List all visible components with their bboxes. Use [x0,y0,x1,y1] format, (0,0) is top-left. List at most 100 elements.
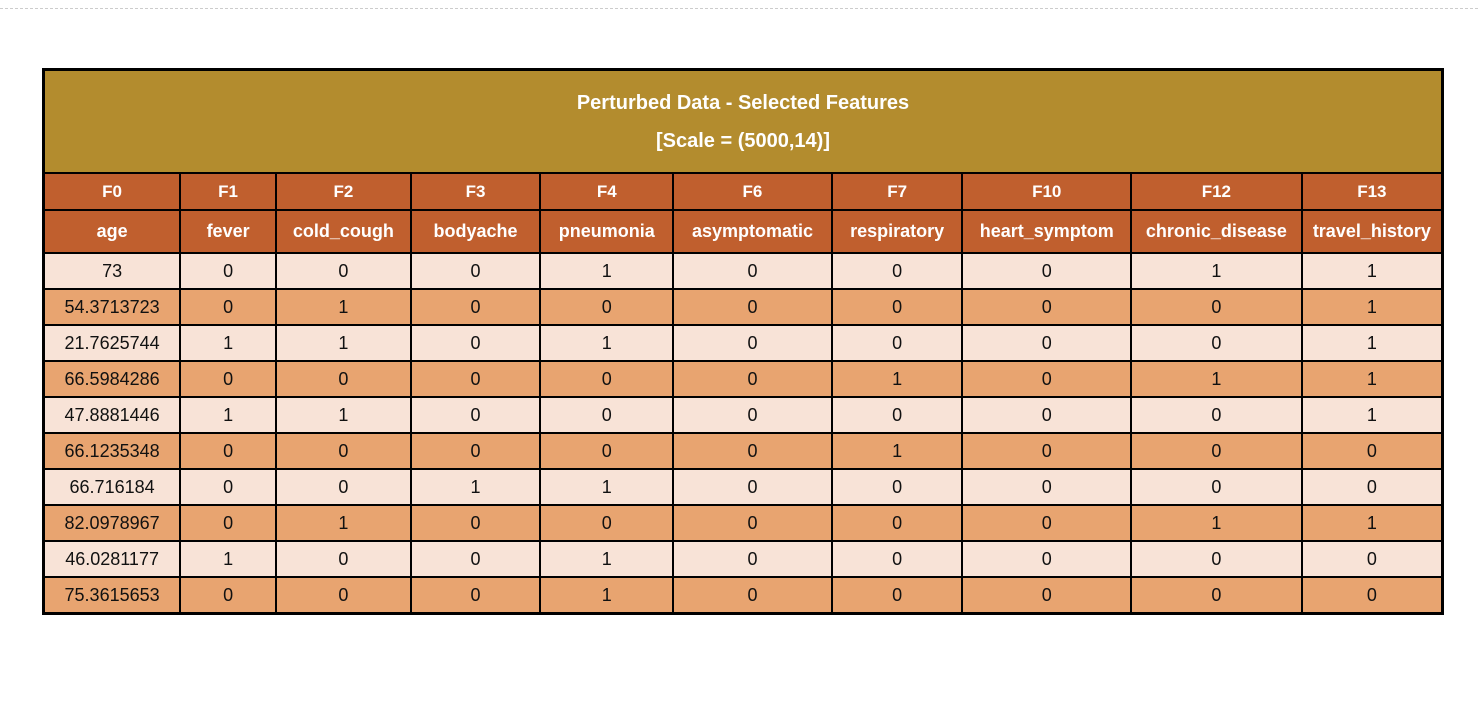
table-row: 21.7625744 1 1 0 1 0 0 0 0 1 [42,324,1444,362]
table-cell: 0 [539,504,675,542]
feature-id-cell: F2 [275,172,412,211]
table-cell: 0 [409,576,542,615]
table-cell: 66.5984286 [42,360,182,398]
table-cell: 0 [961,576,1133,615]
table-cell: 1 [409,468,542,506]
table-cell: 0 [961,252,1133,290]
table-cell: 0 [275,252,412,290]
perturbed-data-table: Perturbed Data - Selected Features [Scal… [42,68,1444,615]
feature-name-cell: chronic_disease [1130,209,1303,254]
table-cell: 75.3615653 [42,576,182,615]
table-row: 54.3713723 0 1 0 0 0 0 0 0 1 [42,288,1444,326]
table-cell: 0 [672,576,833,615]
table-cell: 0 [539,360,675,398]
table-cell: 1 [1300,396,1444,434]
feature-id-cell: F6 [672,172,833,211]
feature-id-cell: F0 [42,172,182,211]
table-cell: 0 [409,324,542,362]
table-cell: 21.7625744 [42,324,182,362]
table-title: Perturbed Data - Selected Features [Scal… [42,68,1444,174]
table-cell: 0 [672,288,833,326]
table-cell: 0 [1130,468,1303,506]
table-cell: 0 [1130,576,1303,615]
table-cell: 0 [830,252,964,290]
table-cell: 0 [830,504,964,542]
table-cell: 0 [409,504,542,542]
feature-name-cell: pneumonia [539,209,675,254]
feature-name-cell: cold_cough [275,209,412,254]
table-cell: 0 [409,540,542,578]
table-cell: 0 [961,396,1133,434]
table-cell: 1 [1130,252,1303,290]
table-cell: 66.1235348 [42,432,182,470]
table-cell: 0 [179,468,277,506]
table-cell: 0 [1130,540,1303,578]
table-cell: 1 [1130,504,1303,542]
table-cell: 1 [179,324,277,362]
table-header: Perturbed Data - Selected Features [Scal… [42,68,1444,254]
table-cell: 1 [1300,252,1444,290]
table-cell: 0 [961,468,1133,506]
table-cell: 1 [179,540,277,578]
table-row: 82.0978967 0 1 0 0 0 0 0 1 1 [42,504,1444,542]
table-cell: 0 [830,324,964,362]
table-cell: 0 [672,432,833,470]
table-cell: 0 [961,288,1133,326]
table-cell: 0 [1130,324,1303,362]
table-cell: 1 [275,288,412,326]
table-row: 66.5984286 0 0 0 0 0 1 0 1 1 [42,360,1444,398]
feature-id-cell: F1 [179,172,277,211]
feature-name-cell: travel_history [1300,209,1444,254]
table-cell: 1 [275,324,412,362]
table-cell: 0 [672,396,833,434]
table-cell: 0 [1300,468,1444,506]
feature-name-cell: fever [179,209,277,254]
table-cell: 0 [1300,576,1444,615]
table-cell: 0 [539,288,675,326]
table-cell: 0 [961,504,1133,542]
table-cell: 0 [275,576,412,615]
table-cell: 0 [1300,432,1444,470]
feature-id-cell: F12 [1130,172,1303,211]
feature-id-cell: F13 [1300,172,1444,211]
table-cell: 0 [179,504,277,542]
table-cell: 0 [409,360,542,398]
table-cell: 47.8881446 [42,396,182,434]
table-cell: 0 [830,468,964,506]
feature-name-cell: respiratory [830,209,964,254]
table-cell: 0 [672,252,833,290]
feature-name-cell: asymptomatic [672,209,833,254]
table-cell: 0 [409,396,542,434]
table-cell: 0 [1130,396,1303,434]
table-cell: 0 [1130,432,1303,470]
table-cell: 0 [672,360,833,398]
table-cell: 73 [42,252,182,290]
table-cell: 46.0281177 [42,540,182,578]
table-cell: 1 [1300,324,1444,362]
table-cell: 0 [830,540,964,578]
table-cell: 0 [275,360,412,398]
table-row: 75.3615653 0 0 0 1 0 0 0 0 0 [42,576,1444,615]
table-cell: 1 [275,504,412,542]
table-cell: 0 [961,432,1133,470]
table-cell: 0 [179,432,277,470]
table-cell: 0 [830,576,964,615]
table-cell: 0 [830,396,964,434]
table-cell: 66.716184 [42,468,182,506]
feature-id-cell: F3 [409,172,542,211]
table-cell: 1 [1300,504,1444,542]
table-body: 73 0 0 0 1 0 0 0 1 1 54.3713723 0 1 0 0 0 0 0 0 1 21.7625744… [42,252,1444,615]
table-cell: 1 [830,432,964,470]
table-cell: 0 [961,540,1133,578]
table-row: 66.716184 0 0 1 1 0 0 0 0 0 [42,468,1444,506]
slide-edge-guide-line [0,8,1478,9]
table-row: 47.8881446 1 1 0 0 0 0 0 0 1 [42,396,1444,434]
table-cell: 1 [275,396,412,434]
table-cell: 0 [179,576,277,615]
table-cell: 0 [539,396,675,434]
table-cell: 0 [672,504,833,542]
table-cell: 1 [539,324,675,362]
table-cell: 0 [409,252,542,290]
table-cell: 1 [539,540,675,578]
feature-id-cell: F10 [961,172,1133,211]
